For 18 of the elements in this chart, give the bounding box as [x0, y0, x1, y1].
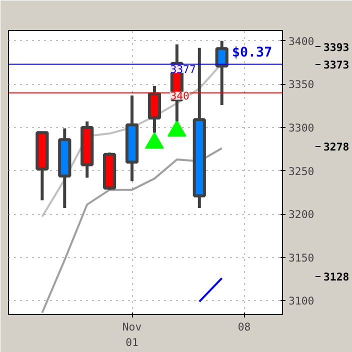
y-tick-label: 3250: [288, 164, 314, 178]
y-tick-label: 3150: [288, 251, 314, 264]
x-tick-label: 08: [238, 320, 251, 334]
y-tick-label: 3350: [288, 78, 314, 92]
x-tick-label: Nov 01: [122, 320, 142, 350]
text: 3393: [324, 40, 350, 54]
text: 3278: [324, 140, 350, 154]
y-tick-label: 3100: [288, 294, 314, 308]
text: 3128: [324, 270, 350, 284]
text: 3373: [324, 58, 350, 72]
annotation: 3377: [170, 62, 196, 76]
y-tick-label: 3300: [288, 121, 314, 134]
annotation: 340: [170, 90, 190, 103]
annotation: $0.37: [232, 46, 272, 61]
candlestick: [215, 40, 228, 105]
y-tick-label: 3200: [288, 208, 314, 222]
line-series: [41, 147, 223, 314]
y-tick-label: 3400: [288, 34, 314, 48]
